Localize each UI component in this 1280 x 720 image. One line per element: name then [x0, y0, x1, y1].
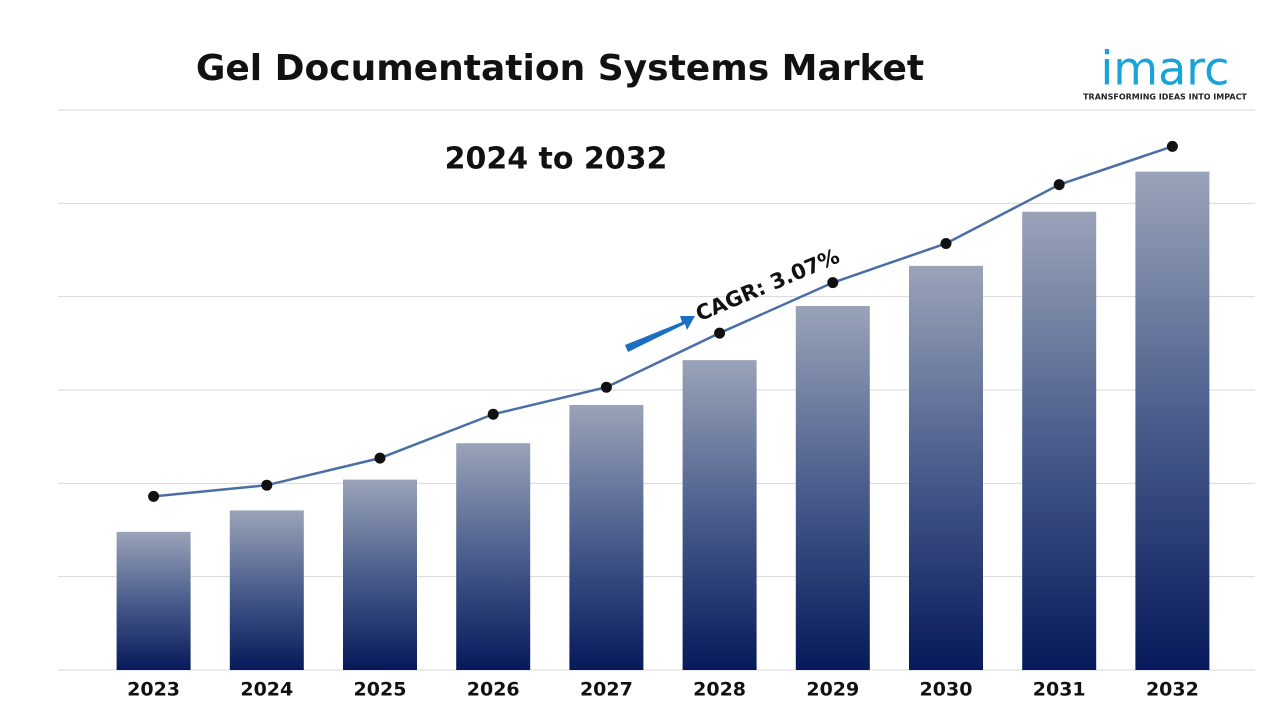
trend-point	[940, 237, 952, 249]
logo-tagline: TRANSFORMING IDEAS INTO IMPACT	[1083, 93, 1247, 102]
chart-subtitle: 2024 to 2032	[445, 142, 668, 177]
trend-point	[374, 452, 386, 464]
trend-point	[1053, 179, 1065, 191]
trend-point	[714, 327, 726, 339]
x-tick-label: 2027	[580, 679, 633, 701]
bar	[1022, 211, 1097, 670]
bar	[795, 306, 870, 670]
trend-point	[600, 381, 612, 393]
bar	[569, 404, 644, 670]
x-tick-label: 2030	[920, 679, 973, 701]
x-tick-label: 2023	[127, 679, 180, 701]
bars	[116, 171, 1210, 670]
bar	[909, 265, 983, 670]
x-tick-label: 2025	[354, 679, 407, 701]
cagr-arrow	[625, 316, 695, 352]
x-tick-label: 2026	[467, 679, 520, 701]
x-tick-label: 2028	[693, 679, 746, 701]
x-tick-label: 2031	[1033, 679, 1086, 701]
bar	[682, 360, 757, 670]
bar	[456, 443, 531, 670]
bar	[116, 531, 191, 670]
line-layer	[148, 140, 1178, 502]
trend-point	[1166, 140, 1178, 152]
trend-point	[487, 408, 499, 420]
bar	[343, 479, 417, 670]
bar	[229, 510, 304, 670]
trend-point	[827, 277, 839, 289]
chart-title: Gel Documentation Systems Market	[196, 48, 924, 89]
bar	[1135, 171, 1210, 670]
x-tick-label: 2029	[806, 679, 859, 701]
x-tick-label: 2032	[1146, 679, 1199, 701]
trend-point	[261, 479, 273, 491]
trend-line	[153, 145, 1173, 498]
trend-point	[148, 490, 160, 502]
x-tick-label: 2024	[240, 679, 293, 701]
logo: imarc	[1101, 42, 1230, 96]
